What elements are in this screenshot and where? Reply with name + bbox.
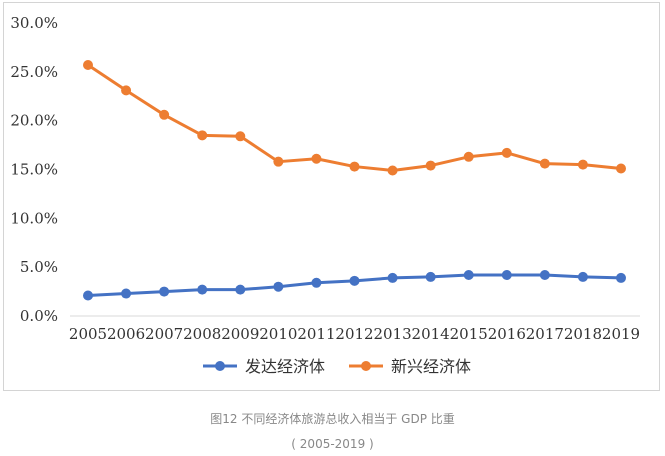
data-point [540,159,550,169]
legend-label: 发达经济体 [245,357,325,376]
figure-caption-title: 图12 不同经济体旅游总收入相当于 GDP 比重 [0,410,665,427]
data-point [540,270,550,280]
data-point [426,272,436,282]
legend-marker [215,361,225,371]
x-tick-label: 2005 [69,325,107,343]
figure-caption-subtitle: ( 2005-2019 ) [0,437,665,451]
x-tick-label: 2014 [412,325,450,343]
data-point [616,164,626,174]
series-1 [83,270,626,301]
x-tick-label: 2009 [221,325,259,343]
data-point [311,278,321,288]
data-point [502,148,512,158]
legend-item: 发达经济体 [203,357,325,376]
y-tick-label: 15.0% [10,161,58,179]
data-point [121,85,131,95]
series-layer [83,60,626,300]
data-point [159,287,169,297]
legend-item: 新兴经济体 [349,357,471,376]
series-2 [83,60,626,175]
data-point [273,282,283,292]
data-point [159,110,169,120]
y-axis-tick-labels: 0.0% 5.0% 10.0% 15.0% 20.0% 25.0% 30.0% [10,14,58,325]
data-point [502,270,512,280]
y-tick-label: 20.0% [10,112,58,130]
data-point [197,285,207,295]
y-tick-label: 25.0% [10,63,58,81]
data-point [197,130,207,140]
x-tick-label: 2012 [335,325,373,343]
x-tick-label: 2018 [564,325,602,343]
data-point [235,285,245,295]
data-point [350,276,360,286]
data-point [388,273,398,283]
data-point [464,270,474,280]
x-tick-label: 2016 [488,325,526,343]
x-tick-label: 2010 [259,325,297,343]
data-point [83,290,93,300]
data-point [350,162,360,172]
x-tick-label: 2015 [450,325,488,343]
data-point [616,273,626,283]
y-tick-label: 5.0% [20,258,58,276]
data-point [464,152,474,162]
x-tick-label: 2006 [107,325,145,343]
data-point [83,60,93,70]
x-tick-label: 2019 [602,325,640,343]
y-tick-label: 30.0% [10,14,58,32]
data-point [578,272,588,282]
x-tick-label: 2011 [297,325,335,343]
data-point [426,161,436,171]
data-point [273,157,283,167]
legend-label: 新兴经济体 [391,357,471,376]
x-tick-label: 2007 [145,325,183,343]
legend-marker [361,361,371,371]
x-tick-label: 2013 [373,325,411,343]
y-tick-label: 0.0% [20,307,58,325]
data-point [311,154,321,164]
x-axis-tick-labels: 2005 2006 2007 2008 2009 2010 2011 2012 2013 2014… [69,325,640,343]
legend: 发达经济体 新兴经济体 [203,357,471,376]
x-tick-label: 2017 [526,325,564,343]
data-point [388,165,398,175]
x-tick-label: 2008 [183,325,221,343]
data-point [121,289,131,299]
data-point [578,160,588,170]
y-tick-label: 10.0% [10,209,58,227]
data-point [235,131,245,141]
line-chart: 0.0%5.0%10.0%15.0%20.0%25.0%30.0% 2005 20… [0,0,665,400]
